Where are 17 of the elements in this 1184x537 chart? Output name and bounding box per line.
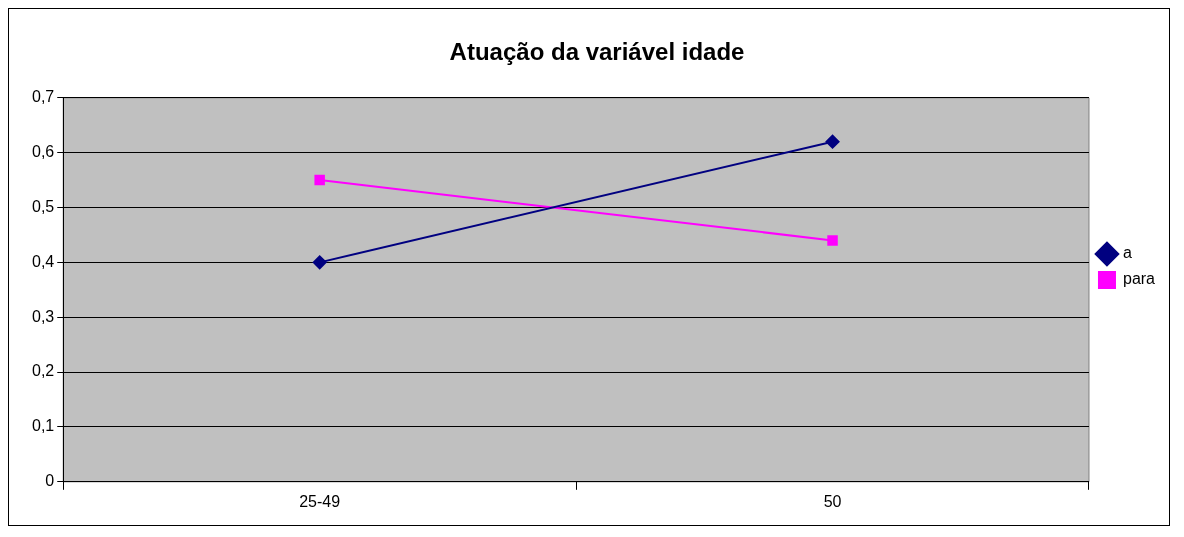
- point: [312, 255, 327, 270]
- y-tick-label: 0,2: [31, 362, 55, 380]
- x-tick-label: 50: [823, 492, 842, 510]
- y-tick-label: 0,7: [31, 88, 55, 106]
- legend-label: a: [1122, 244, 1132, 262]
- y-tick-label: 0,6: [31, 143, 55, 161]
- point: [314, 174, 325, 186]
- y-tick-label: 0: [45, 472, 55, 490]
- chart-title: Atuação da variável idade: [449, 38, 745, 66]
- y-tick-label: 0,1: [31, 417, 55, 435]
- y-tick-label: 0,3: [31, 307, 55, 325]
- x-tick-label: 25-49: [299, 492, 341, 510]
- point: [825, 134, 840, 149]
- point: [827, 235, 838, 246]
- y-tick-label: 0,5: [31, 197, 55, 215]
- y-tick-label: 0,4: [31, 252, 55, 270]
- legend-label: para: [1122, 270, 1156, 288]
